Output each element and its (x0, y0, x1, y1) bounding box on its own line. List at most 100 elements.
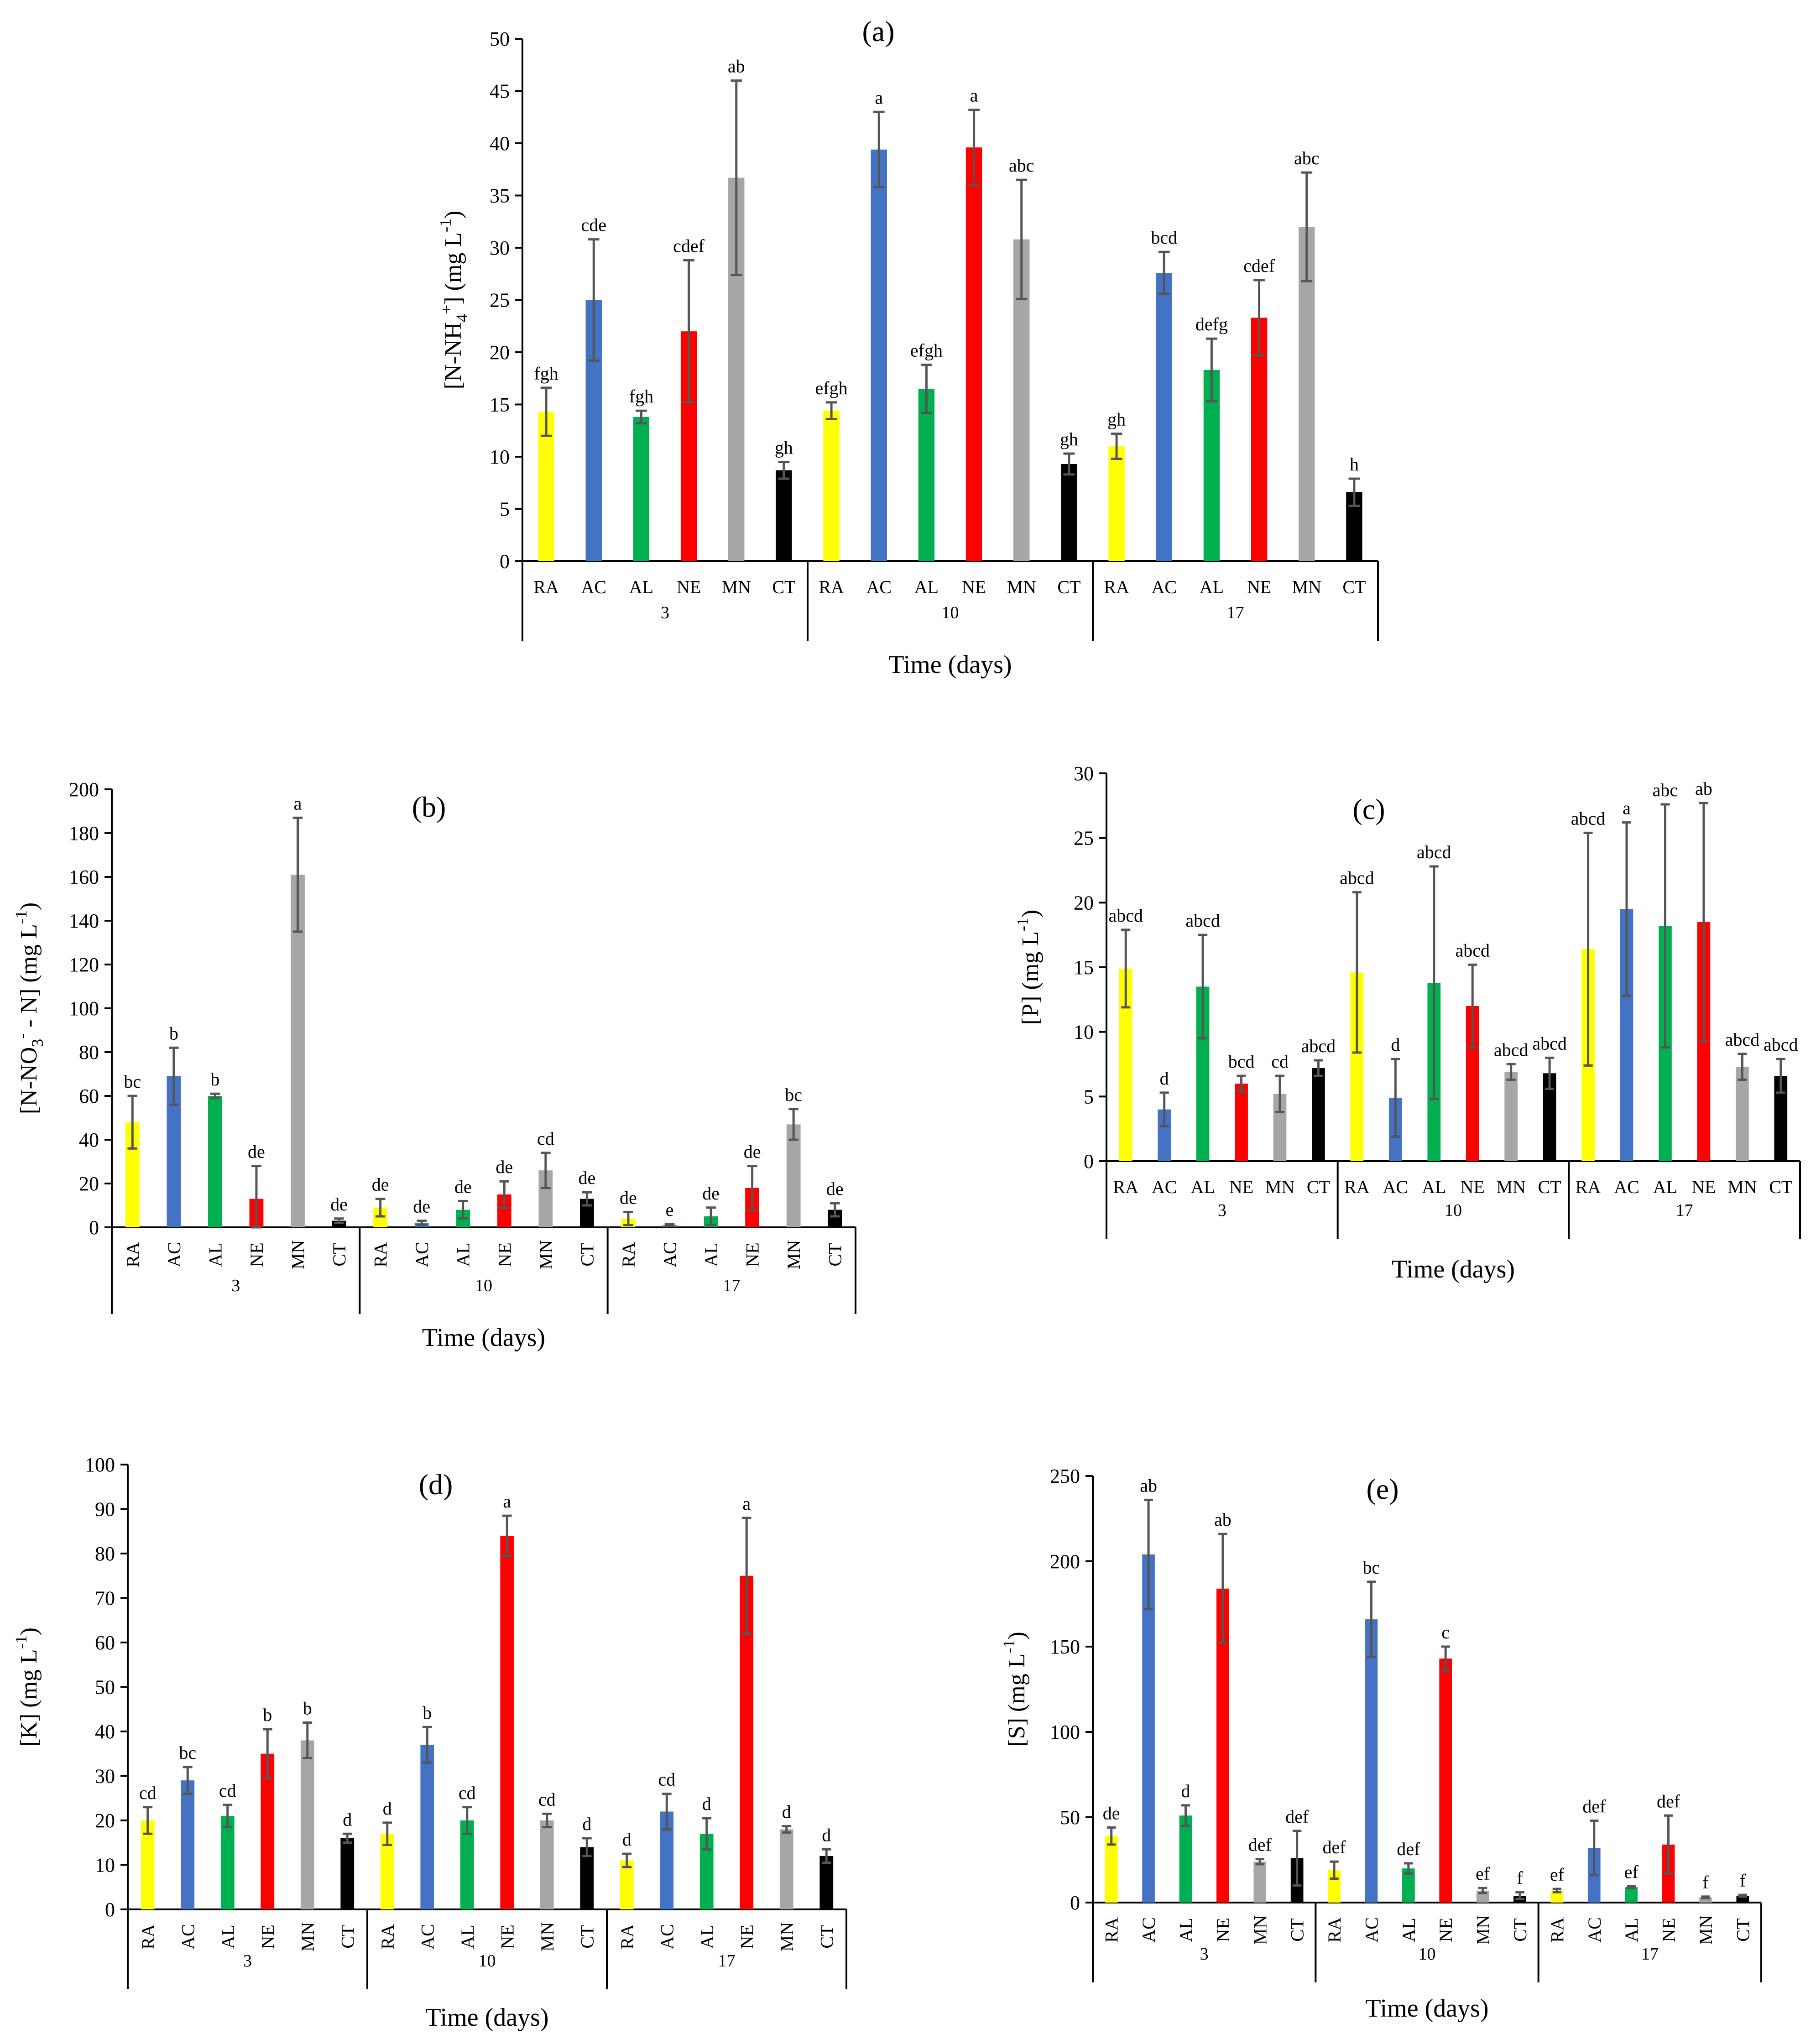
bar-ct-day-3 (776, 470, 792, 561)
category-tick-label: AC (581, 577, 606, 597)
group-label: 17 (1676, 1201, 1693, 1220)
category-tick-label: RA (617, 1924, 637, 1950)
bar-ne-day-3 (261, 1753, 275, 1909)
y-tick-label: 90 (95, 1498, 115, 1521)
significance-label: gh (775, 437, 793, 458)
y-tick-label: 0 (105, 1898, 115, 1921)
y-tick-label: 20 (95, 1809, 115, 1832)
x-axis-label: Time (days) (1392, 1255, 1515, 1283)
category-tick-label: RA (1113, 1177, 1138, 1197)
significance-label: a (294, 793, 302, 813)
category-tick-label: MN (722, 577, 751, 597)
significance-label: a (970, 85, 978, 106)
y-tick-label: 70 (95, 1587, 115, 1610)
significance-label: def (1248, 1835, 1272, 1855)
category-tick-label: MN (1292, 577, 1321, 597)
category-tick-label: AC (866, 577, 892, 597)
category-tick-label: RA (122, 1242, 143, 1267)
chart-title: (c) (1352, 793, 1385, 825)
bar-al-day-3 (220, 1816, 235, 1909)
significance-label: ef (1550, 1864, 1565, 1885)
category-tick-label: CT (337, 1925, 358, 1948)
category-tick-label: CT (1769, 1177, 1792, 1197)
bar-al-day-17 (1625, 1887, 1638, 1903)
significance-label: abc (1653, 780, 1678, 800)
category-tick-label: NE (677, 577, 701, 597)
bar-ct-day-3 (340, 1838, 355, 1909)
significance-label: d (1160, 1068, 1169, 1089)
group-label: 10 (479, 1951, 496, 1971)
category-tick-label: CT (1342, 577, 1366, 597)
significance-label: fgh (629, 386, 653, 407)
category-tick-label: AL (1190, 1177, 1215, 1197)
significance-label: bc (785, 1085, 802, 1105)
category-tick-label: AL (1422, 1177, 1446, 1197)
significance-label: b (263, 1705, 272, 1725)
significance-label: ab (1695, 778, 1712, 799)
category-tick-label: CT (1057, 577, 1080, 597)
category-tick-label: AC (1383, 1177, 1409, 1197)
category-tick-label: MN (297, 1922, 318, 1951)
y-tick-label: 25 (490, 289, 510, 312)
y-tick-label: 20 (1074, 892, 1094, 914)
significance-label: d (702, 1794, 711, 1814)
bar-mn-day-17 (779, 1829, 793, 1909)
significance-label: def (1322, 1837, 1346, 1857)
significance-label: ab (1214, 1509, 1232, 1530)
bar-ac-day-17 (1156, 272, 1172, 561)
category-tick-label: AC (660, 1242, 680, 1267)
category-tick-label: AC (1361, 1917, 1382, 1943)
category-tick-label: RA (138, 1924, 158, 1950)
significance-label: cd (538, 1789, 556, 1809)
bar-ne-day-10 (1439, 1658, 1452, 1903)
category-tick-label: MN (536, 1240, 556, 1269)
y-tick-label: 160 (69, 866, 99, 888)
significance-label: def (1582, 1796, 1606, 1816)
chart-panel-d: 0 10 20 30 40 50 60 70 80 90 100 (d) cd RA bc AC cd AL b NE… (12, 1454, 847, 2032)
category-tick-label: AL (1200, 577, 1224, 597)
bar-ac-day-3 (1142, 1554, 1155, 1903)
y-tick-label: 30 (95, 1765, 115, 1788)
significance-label: a (1623, 798, 1631, 819)
significance-label: abcd (1455, 940, 1490, 960)
y-tick-label: 5 (1084, 1085, 1094, 1108)
category-tick-label: RA (1576, 1177, 1601, 1197)
significance-label: efgh (815, 378, 848, 398)
significance-label: de (372, 1174, 389, 1195)
significance-label: d (383, 1798, 392, 1819)
significance-label: de (330, 1194, 348, 1215)
group-label: 10 (1419, 1945, 1436, 1964)
significance-label: abc (1009, 155, 1034, 176)
category-tick-label: CT (577, 1925, 597, 1948)
y-tick-label: 0 (89, 1216, 99, 1239)
significance-label: c (1441, 1622, 1450, 1642)
bar-al-day-3 (208, 1096, 222, 1227)
significance-label: abcd (1340, 868, 1374, 888)
y-tick-label: 20 (490, 341, 510, 364)
category-tick-label: AL (1621, 1918, 1642, 1942)
chart-title: (b) (412, 791, 446, 823)
significance-label: de (248, 1142, 265, 1162)
category-tick-label: NE (246, 1242, 267, 1267)
significance-label: b (303, 1698, 312, 1719)
significance-label: bcd (1228, 1051, 1255, 1072)
group-label: 10 (475, 1276, 492, 1295)
bar-ne-day-17 (1251, 318, 1268, 561)
bar-ra-day-17 (1108, 446, 1125, 561)
bar-ra-day-10 (823, 411, 840, 561)
y-tick-label: 0 (1070, 1892, 1080, 1914)
category-tick-label: AL (453, 1242, 474, 1267)
x-axis-label: Time (days) (422, 1324, 545, 1352)
category-tick-label: NE (736, 1924, 757, 1949)
category-tick-label: AL (1175, 1918, 1196, 1942)
significance-label: a (742, 1493, 751, 1514)
y-tick-label: 30 (490, 237, 510, 259)
bar-mn-day-3 (1253, 1862, 1267, 1903)
category-tick-label: AC (657, 1924, 677, 1950)
significance-label: d (1391, 1034, 1400, 1055)
y-tick-label: 5 (500, 498, 510, 521)
category-tick-label: AL (629, 577, 653, 597)
category-tick-label: AL (205, 1242, 225, 1267)
y-tick-label: 30 (1074, 762, 1094, 785)
bar-ct-day-17 (819, 1856, 834, 1909)
